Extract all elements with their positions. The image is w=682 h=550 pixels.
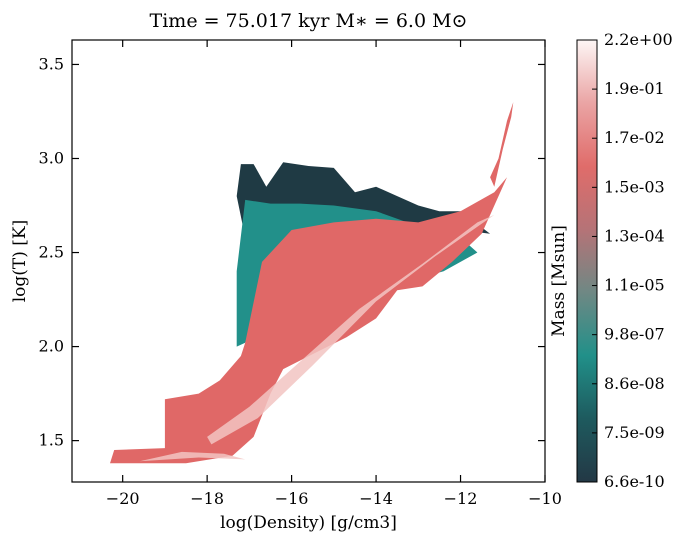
region-cold-dense-ridge: [139, 451, 246, 462]
x-tick-label: −10: [528, 489, 562, 508]
colorbar-tick-label: 7.5e-09: [604, 423, 665, 442]
y-tick-label: 3.0: [39, 148, 64, 167]
region-diagonal-ridge: [207, 214, 495, 445]
heatmap-regions: [110, 102, 514, 464]
y-tick-label: 2.0: [39, 337, 64, 356]
colorbar-tick-label: 1.3e-04: [604, 226, 665, 245]
region-dense-gas-sequence: [110, 177, 507, 464]
x-axis-label: log(Density) [g/cm3]: [220, 513, 397, 533]
colorbar-tick-label: 8.6e-08: [604, 374, 665, 393]
region-high-temperature-tail: [490, 102, 514, 187]
colorbar-tick-label: 2.2e+00: [604, 30, 673, 49]
colorbar-label: Mass [Msun]: [549, 225, 569, 337]
colorbar-tick-label: 9.8e-07: [604, 325, 665, 344]
colorbar-tick-label: 1.9e-01: [604, 79, 665, 98]
colorbar-ticks: 6.6e-10 7.5e-09 8.6e-08 9.8e-07 1.1e-05 1.3e-…: [592, 30, 673, 491]
colorbar-tick-label: 1.5e-03: [604, 177, 665, 196]
x-tick-label: −20: [106, 489, 140, 508]
x-tick-label: −16: [275, 489, 309, 508]
colorbar-tick-label: 1.7e-02: [604, 128, 665, 147]
y-axis-label: log(T) [K]: [10, 220, 30, 303]
x-tick-label: −12: [444, 489, 478, 508]
plot-frame: [71, 39, 546, 483]
y-tick-label: 1.5: [39, 431, 64, 450]
x-tick-label: −14: [359, 489, 393, 508]
y-tick-label: 2.5: [39, 243, 64, 262]
axis-ticks: −20 −18 −16 −14 −12 −10 1.5 2.0 2.5 3.0 3.5: [39, 40, 562, 508]
colorbar-tick-label: 6.6e-10: [604, 472, 665, 491]
colorbar-tick-label: 1.1e-05: [604, 276, 665, 295]
chart-title: Time = 75.017 kyr M∗ = 6.0 M⊙: [150, 10, 468, 32]
x-tick-label: −18: [190, 489, 224, 508]
y-tick-label: 3.5: [39, 54, 64, 73]
colorbar: [576, 39, 598, 483]
